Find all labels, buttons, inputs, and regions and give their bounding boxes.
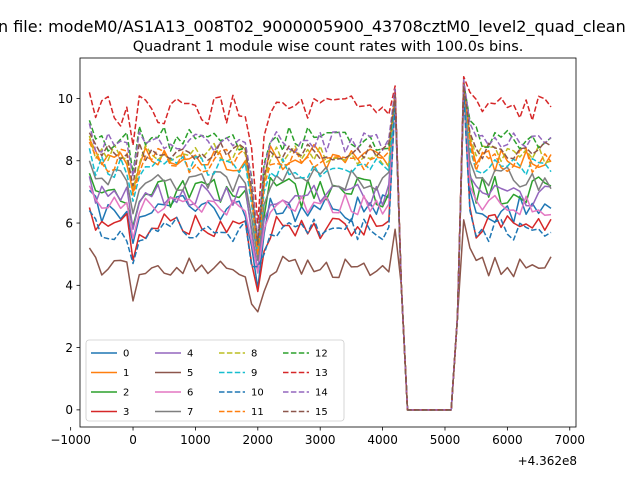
y-tick-label: 10 [58,92,73,106]
y-tick-label: 2 [65,341,73,355]
legend-label-13: 13 [315,368,328,379]
legend-label-9: 9 [251,368,257,379]
x-tick-label: 0 [129,433,137,447]
series-line-5 [88,219,552,411]
legend-label-15: 15 [315,407,328,418]
series-line-14 [88,79,552,411]
legend-frame [85,339,345,422]
series-line-12 [88,82,552,411]
series-line-11 [88,82,552,411]
legend-label-2: 2 [123,388,129,399]
figure-suptitle: n file: modeM0/AS1A13_008T02_9000005900_… [0,17,626,37]
legend-label-5: 5 [187,368,193,379]
x-tick-label: 2000 [243,433,274,447]
series-line-15 [88,85,552,411]
y-tick-label: 6 [65,216,73,230]
legend-label-14: 14 [315,388,328,399]
legend-label-4: 4 [187,349,193,360]
series-line-9 [88,88,552,411]
x-axis: −1000 0 1000 2000 3000 4000 5000 6000 7000 [50,427,585,447]
series-line-4 [88,82,552,411]
y-axis: 0 2 4 6 8 10 [58,92,80,417]
plot-area: −1000 0 1000 2000 3000 4000 5000 6000 7000 0 2 4 6 8… [50,57,585,468]
x-tick-label: 7000 [554,433,585,447]
chart-title: Quadrant 1 module wise count rates with … [133,39,524,55]
x-offset-label: +4.362e8 [518,454,577,468]
legend-label-8: 8 [251,349,257,360]
x-tick-label: −1000 [50,433,91,447]
series-line-10 [88,91,552,411]
legend-label-7: 7 [187,407,193,418]
legend-label-3: 3 [123,407,129,418]
x-tick-label: 1000 [180,433,211,447]
x-tick-label: 6000 [492,433,523,447]
x-tick-label: 3000 [305,433,336,447]
y-tick-label: 4 [65,279,73,293]
legend-label-10: 10 [251,388,264,399]
y-tick-label: 0 [65,403,73,417]
series-line-2 [88,82,552,411]
legend-label-0: 0 [123,349,129,360]
series-line-6 [88,91,552,411]
axes-frame [79,57,577,428]
legend-label-11: 11 [251,407,264,418]
y-tick-label: 8 [65,154,73,168]
series-lines [88,75,552,411]
x-tick-label: 4000 [367,433,398,447]
legend-label-12: 12 [315,349,328,360]
legend-label-1: 1 [123,368,129,379]
x-tick-label: 5000 [430,433,461,447]
legend-label-6: 6 [187,388,193,399]
series-line-13 [88,75,552,411]
series-line-7 [88,88,552,411]
